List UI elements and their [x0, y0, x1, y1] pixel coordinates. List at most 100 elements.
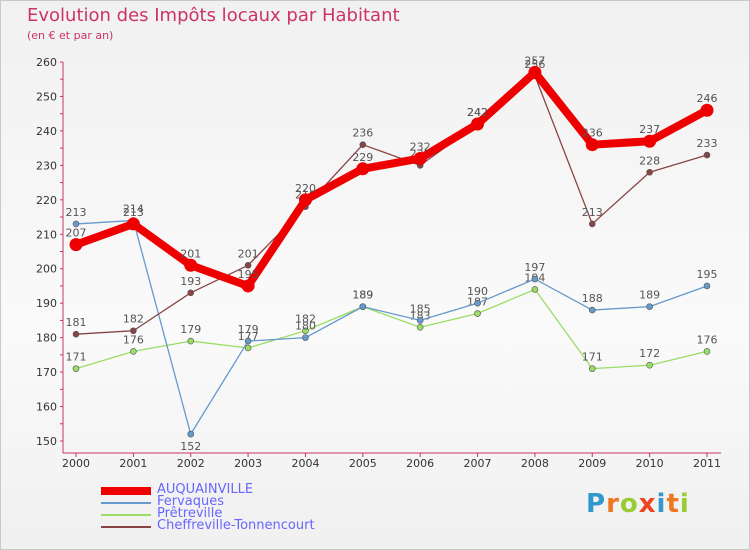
legend-swatch-auquainville [101, 487, 151, 495]
data-label-cheffreville-tonnencourt: 193 [180, 275, 201, 288]
data-label-pr-treville: 182 [295, 313, 316, 326]
x-tick-label: 2005 [349, 457, 377, 470]
y-tick-label: 230 [36, 159, 57, 172]
data-point-fervaques [72, 220, 80, 228]
logo-letter: x [638, 489, 657, 519]
data-label-auquainville: 207 [66, 227, 87, 240]
data-point-auquainville [241, 279, 255, 293]
data-label-auquainville: 195 [238, 268, 259, 281]
data-label-fervaques: 195 [697, 268, 718, 281]
legend-label-cheffreville: Cheffreville-Tonnencourt [157, 518, 315, 533]
legend: AUQUAINVILLE Fervaques Prêtreville Cheff… [101, 482, 361, 533]
x-tick-label: 2008 [521, 457, 549, 470]
data-label-pr-treville: 172 [639, 347, 660, 360]
data-point-cheffreville-tonnencourt [187, 289, 195, 297]
series-line-pr-treville [75, 288, 708, 370]
y-tick-label: 180 [36, 332, 57, 345]
data-label-cheffreville-tonnencourt: 201 [238, 247, 259, 260]
x-tick-label: 2002 [177, 457, 205, 470]
data-label-cheffreville-tonnencourt: 182 [123, 313, 144, 326]
data-label-cheffreville-tonnencourt: 256 [524, 58, 545, 71]
data-label-pr-treville: 176 [123, 333, 144, 346]
data-point-pr-treville [130, 348, 137, 355]
data-point-pr-treville [187, 337, 195, 345]
x-tick-label: 2009 [578, 457, 606, 470]
data-point-pr-treville [244, 344, 252, 352]
x-tick-label: 2010 [636, 457, 664, 470]
data-point-cheffreville-tonnencourt [588, 220, 596, 228]
data-point-cheffreville-tonnencourt [703, 151, 711, 159]
data-point-pr-treville [703, 348, 711, 355]
data-label-fervaques: 188 [582, 292, 603, 305]
data-point-cheffreville-tonnencourt [72, 330, 80, 338]
data-label-fervaques: 179 [238, 323, 259, 336]
data-label-pr-treville: 189 [352, 289, 373, 302]
legend-item-cheffreville: Cheffreville-Tonnencourt [101, 518, 361, 533]
legend-label-auquainville: AUQUAINVILLE [157, 482, 254, 497]
data-label-auquainville: 213 [123, 206, 144, 219]
data-point-fervaques [302, 334, 309, 341]
data-label-auquainville: 220 [295, 182, 316, 195]
x-tick-label: 2003 [234, 457, 262, 470]
series-line-fervaques [75, 219, 708, 435]
data-label-fervaques: 180 [295, 320, 316, 333]
data-point-pr-treville [302, 327, 309, 335]
data-label-pr-treville: 176 [697, 333, 718, 346]
data-label-cheffreville-tonnencourt: 213 [582, 206, 603, 219]
data-label-auquainville: 232 [410, 140, 431, 153]
x-tick-label: 2000 [62, 457, 90, 470]
data-point-auquainville [643, 134, 657, 148]
data-label-fervaques: 189 [639, 289, 660, 302]
y-tick-label: 150 [36, 435, 57, 448]
logo-letter: i [679, 489, 690, 519]
data-label-fervaques: 190 [467, 285, 488, 298]
x-tick-label: 2007 [464, 457, 492, 470]
data-label-fervaques: 213 [66, 206, 87, 219]
data-point-auquainville [471, 117, 485, 131]
logo-letter: P [586, 489, 607, 519]
data-point-fervaques [588, 306, 596, 314]
data-point-auquainville [69, 238, 83, 252]
y-tick-label: 190 [36, 297, 57, 310]
data-point-fervaques [703, 282, 711, 290]
logo-letter: i [656, 489, 667, 519]
data-label-auquainville: 201 [180, 247, 201, 260]
data-label-fervaques: 152 [180, 440, 201, 453]
data-point-fervaques [416, 317, 424, 324]
data-point-fervaques [646, 303, 653, 310]
data-point-auquainville [298, 193, 312, 207]
chart-subtitle: (en € et par an) [27, 29, 114, 42]
data-label-auquainville: 237 [639, 123, 660, 136]
legend-swatch-fervaques [101, 502, 151, 504]
data-label-pr-treville: 171 [66, 351, 87, 364]
data-label-cheffreville-tonnencourt: 228 [639, 154, 660, 167]
data-label-fervaques: 189 [352, 289, 373, 302]
data-point-fervaques [531, 275, 539, 283]
y-tick-label: 220 [36, 194, 57, 207]
x-tick-label: 2006 [406, 457, 434, 470]
legend-swatch-cheffreville [101, 526, 151, 528]
data-label-pr-treville: 171 [582, 351, 603, 364]
legend-item-auquainville: AUQUAINVILLE [101, 482, 361, 497]
y-tick-label: 200 [36, 263, 57, 276]
data-point-cheffreville-tonnencourt [244, 261, 252, 269]
logo-letter: r [606, 489, 620, 519]
data-label-cheffreville-tonnencourt: 181 [66, 316, 87, 329]
x-tick-label: 2011 [693, 457, 721, 470]
data-point-cheffreville-tonnencourt [359, 141, 367, 148]
data-label-pr-treville: 179 [180, 323, 201, 336]
y-tick-label: 160 [36, 401, 57, 414]
data-point-pr-treville [588, 365, 596, 372]
data-point-fervaques [244, 337, 252, 345]
chart-title: Evolution des Impôts locaux par Habitant [27, 5, 400, 26]
data-label-cheffreville-tonnencourt: 236 [352, 127, 373, 140]
data-point-auquainville [413, 151, 427, 165]
data-point-pr-treville [72, 365, 80, 372]
data-point-pr-treville [416, 323, 424, 331]
data-point-pr-treville [646, 361, 653, 369]
data-label-pr-treville: 177 [238, 330, 259, 343]
data-point-auquainville [356, 162, 370, 176]
logo-letter: o [619, 489, 639, 519]
data-label-cheffreville-tonnencourt: 233 [697, 137, 718, 150]
